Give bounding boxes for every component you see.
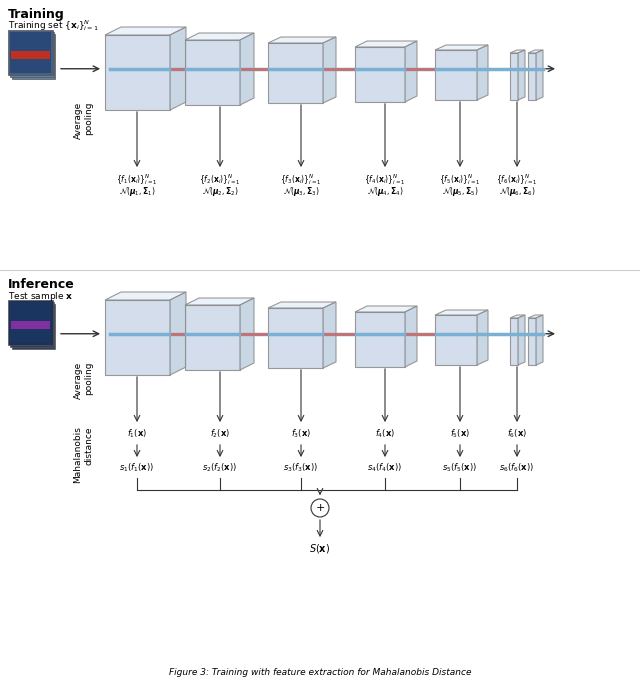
Text: Average
pooling: Average pooling: [74, 101, 93, 138]
Polygon shape: [510, 50, 525, 53]
Polygon shape: [435, 315, 477, 365]
Text: Average
pooling: Average pooling: [74, 362, 93, 399]
Polygon shape: [510, 53, 518, 100]
Polygon shape: [435, 50, 477, 100]
Polygon shape: [405, 41, 417, 102]
Polygon shape: [105, 27, 186, 35]
Text: $s_6(f_6(\mathbf{x}))$: $s_6(f_6(\mathbf{x}))$: [499, 462, 534, 475]
Text: $\{f_1(\mathbf{x}_i)\}_{i=1}^N$: $\{f_1(\mathbf{x}_i)\}_{i=1}^N$: [116, 172, 158, 187]
Text: $\{f_2(\mathbf{x}_i)\}_{i=1}^N$: $\{f_2(\mathbf{x}_i)\}_{i=1}^N$: [199, 172, 241, 187]
Text: $f_4(\mathbf{x})$: $f_4(\mathbf{x})$: [375, 427, 395, 440]
FancyBboxPatch shape: [10, 32, 54, 77]
Polygon shape: [268, 43, 323, 103]
Text: $\mathcal{N}(\boldsymbol{\mu}_3, \boldsymbol{\Sigma}_3)$: $\mathcal{N}(\boldsymbol{\mu}_3, \boldsy…: [283, 185, 319, 198]
Text: $S(\mathbf{x})$: $S(\mathbf{x})$: [309, 542, 331, 555]
Text: Figure 3: Training with feature extraction for Mahalanobis Distance: Figure 3: Training with feature extracti…: [169, 668, 471, 677]
Text: $\{f_3(\mathbf{x}_i)\}_{i=1}^N$: $\{f_3(\mathbf{x}_i)\}_{i=1}^N$: [280, 172, 322, 187]
Text: $\{f_4(\mathbf{x}_i)\}_{i=1}^N$: $\{f_4(\mathbf{x}_i)\}_{i=1}^N$: [364, 172, 406, 187]
FancyBboxPatch shape: [8, 300, 53, 345]
Polygon shape: [240, 33, 254, 105]
Polygon shape: [355, 312, 405, 367]
Polygon shape: [355, 306, 417, 312]
Text: $s_1(f_1(\mathbf{x}))$: $s_1(f_1(\mathbf{x}))$: [120, 462, 154, 475]
Polygon shape: [105, 300, 170, 375]
Polygon shape: [240, 298, 254, 370]
Polygon shape: [510, 318, 518, 365]
Text: $\mathcal{N}(\boldsymbol{\mu}_4, \boldsymbol{\Sigma}_4)$: $\mathcal{N}(\boldsymbol{\mu}_4, \boldsy…: [367, 185, 403, 198]
Polygon shape: [510, 315, 525, 318]
Text: Training: Training: [8, 8, 65, 21]
FancyBboxPatch shape: [8, 30, 53, 75]
FancyBboxPatch shape: [12, 34, 55, 79]
Polygon shape: [528, 53, 536, 100]
Polygon shape: [405, 306, 417, 367]
Polygon shape: [105, 35, 170, 110]
FancyBboxPatch shape: [10, 302, 51, 343]
Polygon shape: [477, 45, 488, 100]
Text: $f_1(\mathbf{x})$: $f_1(\mathbf{x})$: [127, 427, 147, 440]
Polygon shape: [170, 27, 186, 110]
Polygon shape: [435, 45, 488, 50]
FancyBboxPatch shape: [12, 304, 55, 349]
Polygon shape: [268, 37, 336, 43]
Polygon shape: [355, 41, 417, 47]
Polygon shape: [528, 50, 543, 53]
FancyBboxPatch shape: [11, 321, 50, 329]
Text: $s_4(f_4(\mathbf{x}))$: $s_4(f_4(\mathbf{x}))$: [367, 462, 403, 475]
Polygon shape: [323, 302, 336, 368]
Text: $f_6(\mathbf{x})$: $f_6(\mathbf{x})$: [507, 427, 527, 440]
Text: $\{f_6(\mathbf{x}_i)\}_{i=1}^N$: $\{f_6(\mathbf{x}_i)\}_{i=1}^N$: [496, 172, 538, 187]
Polygon shape: [185, 40, 240, 105]
Polygon shape: [518, 315, 525, 365]
Text: Test sample $\mathbf{x}$: Test sample $\mathbf{x}$: [8, 290, 74, 303]
Polygon shape: [528, 318, 536, 365]
Text: Inference: Inference: [8, 278, 75, 291]
Polygon shape: [268, 308, 323, 368]
Text: $f_5(\mathbf{x})$: $f_5(\mathbf{x})$: [450, 427, 470, 440]
Polygon shape: [518, 50, 525, 100]
Polygon shape: [355, 47, 405, 102]
Text: $s_2(f_2(\mathbf{x}))$: $s_2(f_2(\mathbf{x}))$: [202, 462, 237, 475]
Polygon shape: [435, 310, 488, 315]
Text: $\mathcal{N}(\boldsymbol{\mu}_1, \boldsymbol{\Sigma}_1)$: $\mathcal{N}(\boldsymbol{\mu}_1, \boldsy…: [118, 185, 156, 198]
Polygon shape: [170, 292, 186, 375]
Text: $\mathcal{N}(\boldsymbol{\mu}_5, \boldsymbol{\Sigma}_5)$: $\mathcal{N}(\boldsymbol{\mu}_5, \boldsy…: [442, 185, 479, 198]
FancyBboxPatch shape: [11, 51, 50, 59]
Polygon shape: [105, 292, 186, 300]
FancyBboxPatch shape: [10, 302, 54, 347]
Text: $\{f_5(\mathbf{x}_i)\}_{i=1}^N$: $\{f_5(\mathbf{x}_i)\}_{i=1}^N$: [439, 172, 481, 187]
Polygon shape: [185, 33, 254, 40]
FancyBboxPatch shape: [10, 32, 51, 73]
Polygon shape: [268, 302, 336, 308]
Text: Mahalanobis
distance: Mahalanobis distance: [74, 427, 93, 484]
Text: $s_5(f_5(\mathbf{x}))$: $s_5(f_5(\mathbf{x}))$: [442, 462, 477, 475]
Text: $\mathcal{N}(\boldsymbol{\mu}_2, \boldsymbol{\Sigma}_2)$: $\mathcal{N}(\boldsymbol{\mu}_2, \boldsy…: [202, 185, 239, 198]
Polygon shape: [323, 37, 336, 103]
Polygon shape: [477, 310, 488, 365]
Text: $f_3(\mathbf{x})$: $f_3(\mathbf{x})$: [291, 427, 311, 440]
Polygon shape: [185, 305, 240, 370]
Polygon shape: [185, 298, 254, 305]
Polygon shape: [536, 315, 543, 365]
Polygon shape: [536, 50, 543, 100]
Text: $s_3(f_3(\mathbf{x}))$: $s_3(f_3(\mathbf{x}))$: [284, 462, 319, 475]
Text: Training set $\{\mathbf{x}_i\}_{i=1}^N$: Training set $\{\mathbf{x}_i\}_{i=1}^N$: [8, 18, 99, 33]
Text: $f_2(\mathbf{x})$: $f_2(\mathbf{x})$: [210, 427, 230, 440]
Polygon shape: [528, 315, 543, 318]
Text: +: +: [316, 503, 324, 513]
Circle shape: [311, 499, 329, 517]
Text: $\mathcal{N}(\boldsymbol{\mu}_6, \boldsymbol{\Sigma}_6)$: $\mathcal{N}(\boldsymbol{\mu}_6, \boldsy…: [499, 185, 536, 198]
